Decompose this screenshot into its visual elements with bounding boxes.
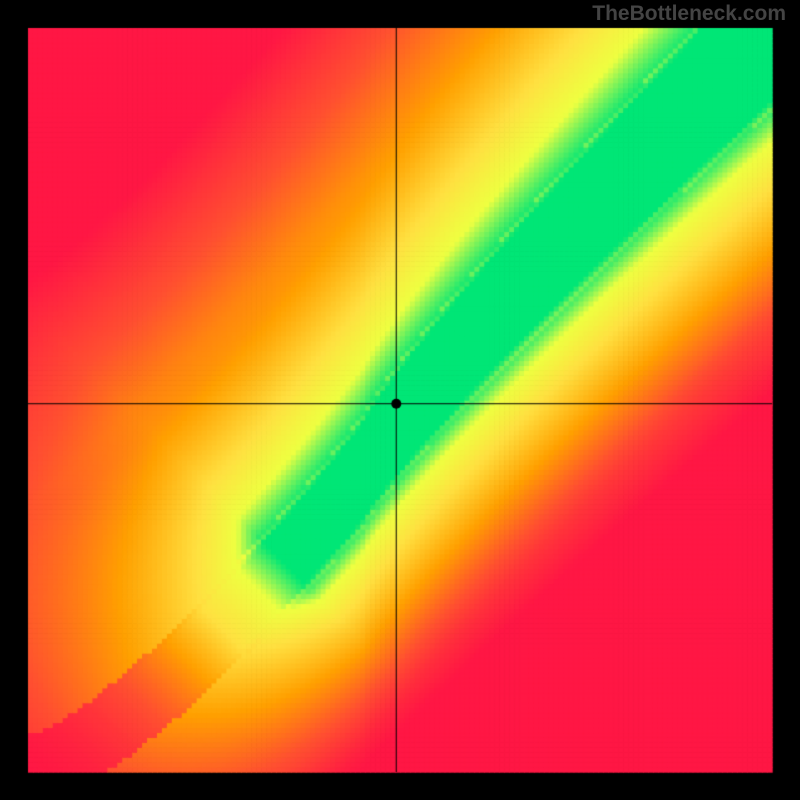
watermark-text: TheBottleneck.com bbox=[592, 2, 786, 26]
bottleneck-chart-container: TheBottleneck.com bbox=[0, 0, 800, 800]
heatmap-canvas bbox=[0, 0, 800, 800]
